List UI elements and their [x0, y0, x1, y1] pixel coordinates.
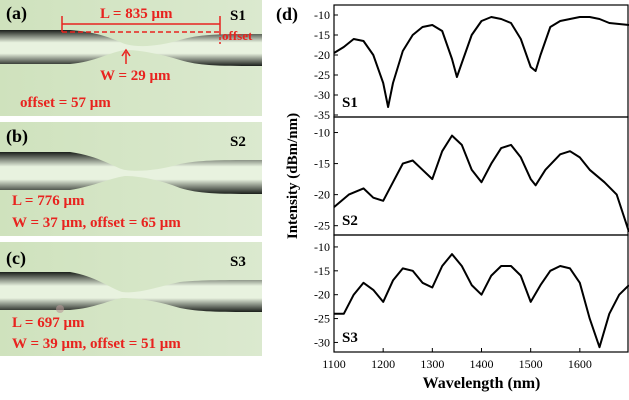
annotation: offset = 57 μm: [20, 95, 111, 111]
annotation: L = 835 μm: [100, 6, 173, 22]
image-panel: [0, 242, 262, 356]
y-tick-label: -35: [314, 108, 330, 122]
y-tick-label: -25: [314, 312, 330, 326]
y-tick-label: -10: [314, 8, 330, 22]
series-label: S2: [342, 213, 358, 229]
panel-label: (d): [276, 4, 298, 25]
x-tick-label: 1100: [322, 357, 346, 371]
dimension-lines: [61, 16, 221, 64]
panel-label: (b): [6, 126, 28, 147]
sample-label: S1: [230, 8, 246, 24]
image-panel: [0, 0, 262, 116]
data-line: [334, 253, 629, 349]
image-panel: [0, 122, 262, 236]
annotation: offset: [222, 28, 253, 43]
annotation: L = 776 μm: [12, 193, 85, 209]
x-tick-label: 1400: [470, 357, 494, 371]
y-tick-label: -30: [314, 335, 330, 349]
panel-label: (a): [6, 3, 27, 24]
sample-label: S2: [230, 134, 246, 150]
x-tick-label: 1600: [568, 357, 592, 371]
sample-label: S3: [230, 254, 246, 270]
data-line: [333, 134, 629, 233]
panel-label: (c): [6, 248, 26, 269]
y-tick-label: -15: [314, 28, 330, 42]
x-tick-label: 1300: [420, 357, 444, 371]
y-tick-label: -10: [314, 126, 330, 140]
y-tick-label: -15: [314, 157, 330, 171]
data-line: [333, 16, 629, 108]
annotation: W = 37 μm, offset = 65 μm: [12, 215, 181, 231]
x-tick-label: 1500: [519, 357, 543, 371]
y-tick-label: -20: [314, 288, 330, 302]
y-tick-label: -20: [314, 188, 330, 202]
y-tick-label: -15: [314, 264, 330, 278]
y-tick-label: -30: [314, 88, 330, 102]
annotation: L = 697 μm: [12, 315, 85, 331]
series-label: S3: [342, 330, 358, 346]
y-tick-label: -25: [314, 68, 330, 82]
annotation: W = 39 μm, offset = 51 μm: [12, 336, 181, 352]
y-axis-label: Intensity (dBm/nm): [285, 113, 301, 239]
series-label: S1: [342, 95, 358, 111]
y-tick-label: -10: [314, 240, 330, 254]
x-tick-label: 1200: [371, 357, 395, 371]
plot-frame: [333, 116, 629, 236]
y-tick-label: -25: [314, 219, 330, 233]
y-tick-label: -20: [314, 48, 330, 62]
annotation: W = 29 μm: [100, 68, 171, 84]
x-axis-label: Wavelength (nm): [423, 375, 541, 392]
